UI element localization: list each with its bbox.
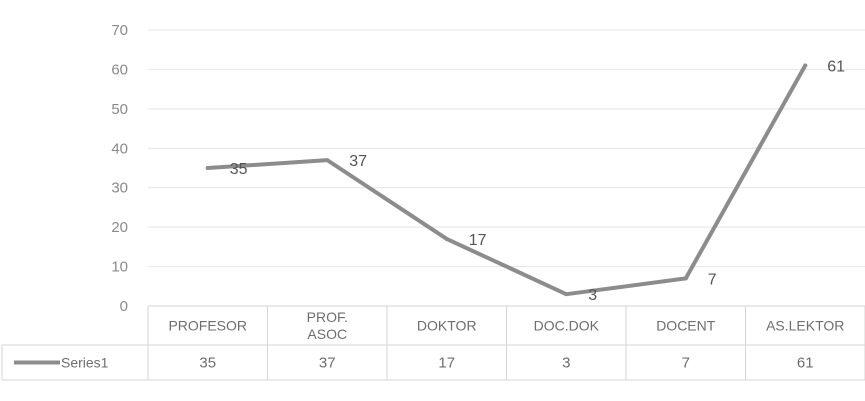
data-label: 37	[349, 153, 367, 170]
table-value: 37	[319, 355, 336, 372]
data-label: 61	[827, 58, 845, 75]
table-value: 35	[199, 355, 216, 372]
category-label: DOKTOR	[417, 318, 477, 334]
y-tick-label: 40	[111, 140, 128, 157]
y-tick-label: 50	[111, 101, 128, 118]
series-line-path	[205, 63, 808, 297]
table-value: 3	[562, 355, 570, 372]
table-value: 61	[797, 355, 814, 372]
legend-series-name: Series1	[61, 355, 109, 371]
category-label: AS.LEKTOR	[766, 318, 844, 334]
y-tick-label: 30	[111, 180, 128, 197]
data-point	[683, 276, 688, 281]
data-point	[205, 166, 210, 170]
y-tick-label: 10	[111, 259, 128, 276]
y-tick-label: 60	[111, 61, 128, 78]
category-label: DOC.DOK	[534, 318, 600, 334]
data-point	[803, 63, 808, 68]
y-tick-label: 0	[120, 298, 128, 315]
y-tick-label: 70	[111, 22, 128, 39]
data-label: 35	[230, 161, 248, 178]
data-point	[444, 236, 449, 241]
category-label: PROF. ASOC	[307, 309, 348, 342]
data-label: 17	[469, 232, 487, 249]
gridlines	[148, 29, 865, 268]
data-label: 3	[588, 287, 597, 304]
y-tick-label: 20	[111, 219, 128, 236]
category-label: DOCENT	[656, 318, 716, 334]
data-label: 7	[708, 271, 717, 288]
series-line	[205, 63, 808, 297]
data-point	[564, 292, 569, 297]
table-value: 17	[438, 355, 455, 372]
data-table: PROFESOR PROF. ASOC DOKTOR DOC.DOK DOCENT AS.L…	[1, 305, 865, 381]
table-value: 7	[682, 355, 690, 372]
data-point	[325, 158, 330, 163]
category-label: PROFESOR	[168, 318, 247, 334]
y-axis-ticks: 0 10 20 30 40 50 60 70	[111, 22, 128, 315]
